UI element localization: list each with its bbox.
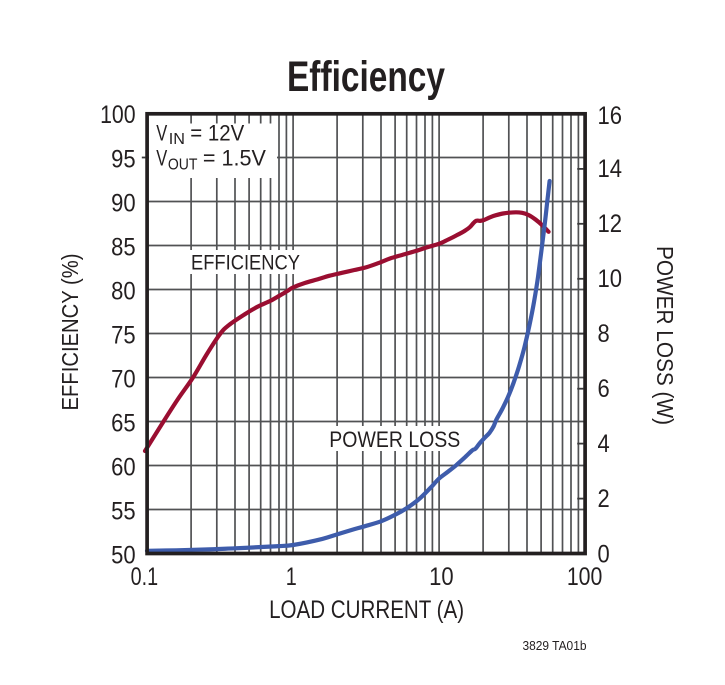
svg-text:= 12V: = 12V (190, 121, 244, 146)
svg-text:EFFICIENCY (%): EFFICIENCY (%) (57, 254, 83, 411)
svg-text:50: 50 (111, 542, 136, 570)
svg-text:LOAD CURRENT (A): LOAD CURRENT (A) (269, 596, 464, 624)
svg-text:EFFICIENCY: EFFICIENCY (191, 252, 300, 275)
svg-text:POWER LOSS: POWER LOSS (329, 427, 460, 452)
svg-text:V: V (156, 121, 167, 146)
svg-text:100: 100 (100, 101, 136, 129)
svg-text:60: 60 (111, 454, 136, 482)
svg-text:Efficiency: Efficiency (287, 53, 445, 101)
svg-text:POWER LOSS (W): POWER LOSS (W) (652, 246, 678, 425)
svg-text:14: 14 (598, 155, 623, 183)
svg-text:4: 4 (598, 430, 610, 458)
svg-text:OUT: OUT (168, 156, 198, 173)
svg-text:3829 TA01b: 3829 TA01b (523, 638, 587, 653)
svg-text:2: 2 (598, 485, 610, 513)
svg-text:V: V (156, 146, 167, 171)
svg-text:55: 55 (111, 498, 136, 526)
svg-text:8: 8 (598, 320, 610, 348)
svg-text:10: 10 (429, 563, 454, 591)
svg-text:16: 16 (598, 102, 623, 130)
svg-text:= 1.5V: = 1.5V (203, 146, 266, 171)
svg-text:0: 0 (598, 540, 610, 568)
svg-text:0.1: 0.1 (131, 563, 159, 591)
svg-text:95: 95 (111, 146, 136, 174)
svg-text:6: 6 (598, 375, 610, 403)
svg-text:10: 10 (598, 265, 623, 293)
svg-text:12: 12 (598, 210, 623, 238)
svg-text:90: 90 (111, 190, 136, 218)
svg-text:IN: IN (169, 131, 185, 148)
svg-text:1: 1 (286, 563, 297, 591)
svg-text:65: 65 (111, 410, 136, 438)
svg-text:100: 100 (567, 563, 603, 591)
svg-text:85: 85 (111, 234, 136, 262)
svg-text:75: 75 (111, 322, 136, 350)
svg-text:70: 70 (111, 366, 136, 394)
svg-text:80: 80 (111, 278, 136, 306)
